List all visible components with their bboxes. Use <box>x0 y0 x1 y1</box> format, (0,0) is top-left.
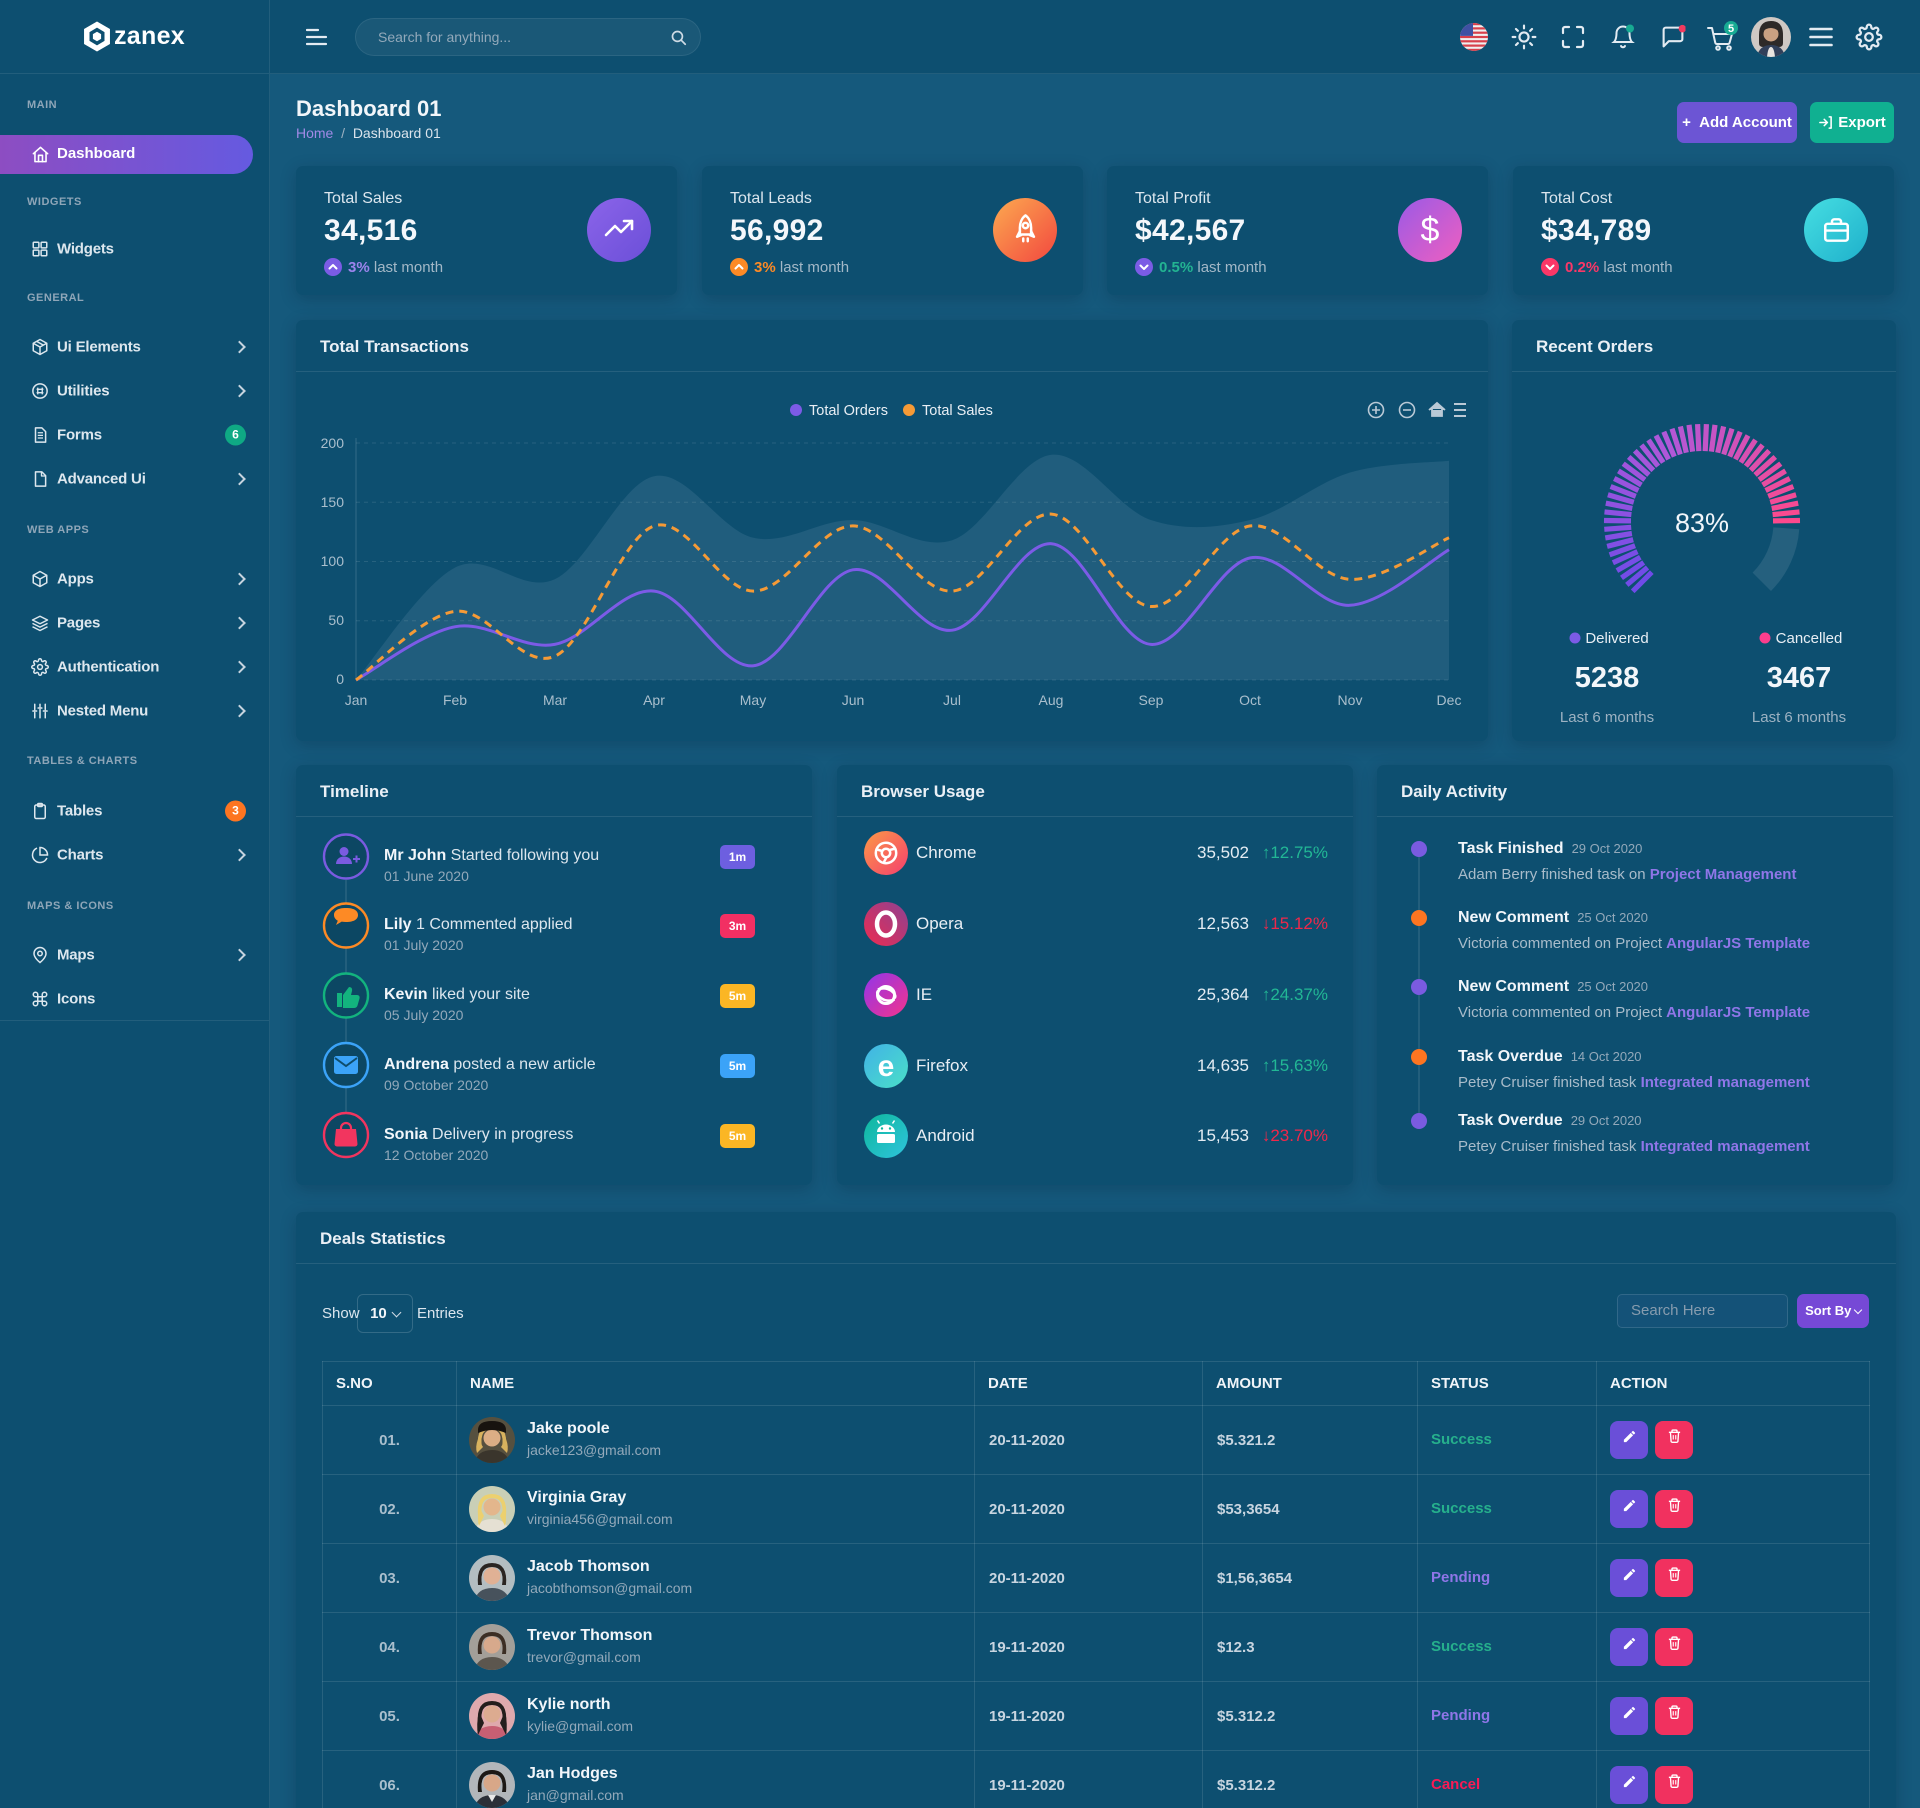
svg-text:Cancelled: Cancelled <box>1776 630 1843 647</box>
svg-text:Apr: Apr <box>643 692 665 708</box>
svg-text:Aug: Aug <box>1039 692 1064 708</box>
svg-text:e: e <box>878 1050 895 1083</box>
svg-text:0: 0 <box>336 671 344 687</box>
svg-text:150: 150 <box>321 494 345 510</box>
svg-text:50: 50 <box>328 612 344 628</box>
svg-text:Delivered: Delivered <box>1585 630 1648 647</box>
svg-text:Last 6 months: Last 6 months <box>1560 709 1654 726</box>
svg-text:Mar: Mar <box>543 692 567 708</box>
svg-text:Dec: Dec <box>1437 692 1462 708</box>
svg-text:Last 6 months: Last 6 months <box>1752 709 1846 726</box>
svg-text:Nov: Nov <box>1338 692 1363 708</box>
svg-text:Jul: Jul <box>943 692 961 708</box>
svg-text:200: 200 <box>321 435 345 451</box>
svg-text:Total Sales: Total Sales <box>922 403 993 419</box>
svg-text:Oct: Oct <box>1239 692 1261 708</box>
svg-text:Total Orders: Total Orders <box>809 403 888 419</box>
svg-text:Feb: Feb <box>443 692 467 708</box>
svg-text:100: 100 <box>321 553 345 569</box>
svg-text:5238: 5238 <box>1575 662 1640 694</box>
svg-text:Jan: Jan <box>345 692 368 708</box>
svg-text:3467: 3467 <box>1767 662 1832 694</box>
svg-text:5: 5 <box>1728 23 1734 35</box>
svg-text:May: May <box>740 692 766 708</box>
svg-text:Jun: Jun <box>842 692 865 708</box>
svg-text:83%: 83% <box>1675 508 1729 538</box>
svg-text:Sep: Sep <box>1139 692 1164 708</box>
